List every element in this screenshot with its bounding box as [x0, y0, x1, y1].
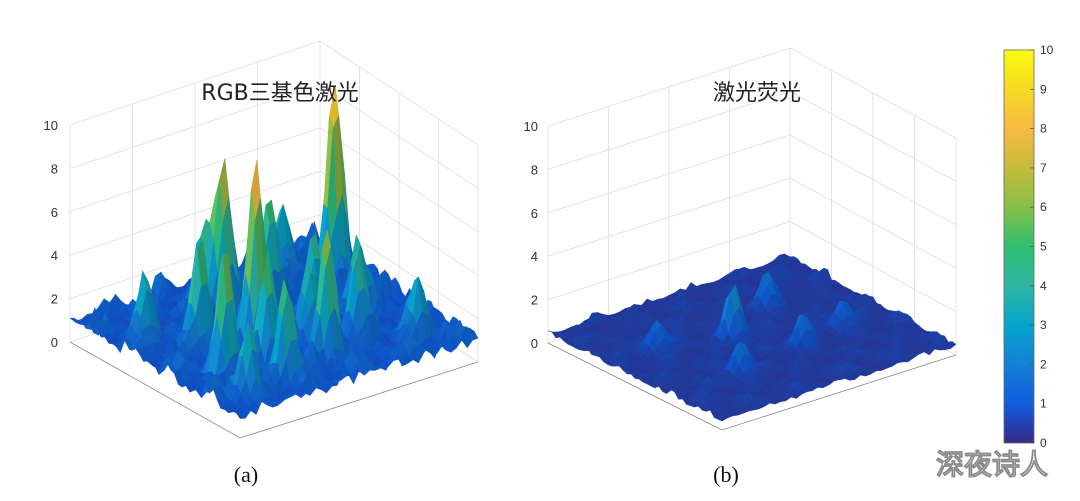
z-tick-label: 2	[531, 293, 538, 308]
z-tick-label: 4	[51, 248, 58, 263]
z-tick-label: 0	[51, 335, 58, 350]
grid-line	[547, 47, 957, 139]
plot-b-z-ticks: 0 2 4 6 8 10	[524, 119, 538, 351]
grid-line	[69, 127, 479, 233]
z-tick-label: 10	[524, 119, 538, 134]
grid-line	[547, 221, 957, 312]
colorbar-tick-label: 6	[1040, 200, 1047, 214]
grid-line	[547, 134, 957, 226]
surface-plot-a: 0 2 4 6 8 10 RGB三基色激光 (a)	[44, 40, 479, 487]
plot-a-title: RGB三基色激光	[201, 81, 358, 106]
plot-a-surface	[69, 85, 479, 419]
axes-base-edge	[547, 342, 957, 431]
colorbar-tick-label: 5	[1040, 240, 1047, 254]
colorbar-gradient	[1003, 49, 1035, 444]
colorbar-tick-label: 10	[1040, 43, 1054, 57]
colorbar-tick-label: 2	[1040, 357, 1047, 371]
colorbar-tick-label: 1	[1040, 397, 1047, 411]
plot-b-title: 激光荧光	[713, 81, 801, 106]
axes-base-edge	[69, 341, 479, 439]
z-tick-label: 2	[51, 292, 58, 307]
grid-line	[547, 90, 957, 182]
grid-line	[69, 83, 479, 189]
z-tick-label: 8	[51, 161, 58, 176]
z-tick-label: 6	[531, 206, 538, 221]
colorbar-tick-label: 9	[1040, 82, 1047, 96]
plot-b-caption: (b)	[713, 462, 739, 487]
grid-line	[69, 170, 479, 276]
colorbar-tick-label: 4	[1040, 279, 1047, 293]
z-tick-label: 6	[51, 205, 58, 220]
colorbar-tick-label: 3	[1040, 318, 1047, 332]
z-tick-label: 4	[531, 249, 538, 264]
z-tick-label: 10	[44, 118, 58, 133]
colorbar-tick-label: 8	[1040, 122, 1047, 136]
plot-a-caption: (a)	[234, 462, 258, 487]
plot-a-z-ticks: 0 2 4 6 8 10	[44, 118, 58, 350]
z-tick-label: 8	[531, 162, 538, 177]
plot-b-surface	[547, 253, 957, 422]
surface-plot-b: 0 2 4 6 8 10 激光荧光 (b)	[524, 47, 957, 487]
z-tick-label: 0	[531, 336, 538, 351]
watermark: 深夜诗人	[936, 448, 1048, 481]
grid-line	[547, 177, 957, 269]
grid-line	[69, 40, 479, 146]
grid-line	[69, 214, 479, 319]
colorbar-tick-label: 7	[1040, 161, 1047, 175]
surface-patch	[235, 412, 246, 419]
